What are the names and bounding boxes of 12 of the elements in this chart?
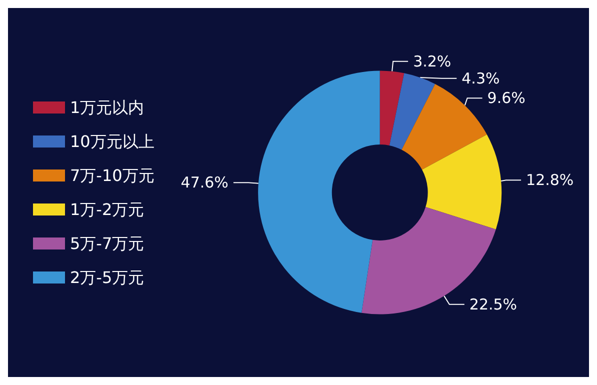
data-label: 4.3%: [462, 69, 500, 88]
legend-label: 1万-2万元: [70, 200, 144, 219]
legend-label: 5万-7万元: [70, 234, 144, 253]
legend-label: 10万元以上: [70, 132, 154, 151]
data-label: 12.8%: [526, 171, 574, 190]
data-label: 9.6%: [487, 89, 526, 108]
data-label: 47.6%: [180, 174, 228, 192]
legend-label: 7万-10万元: [70, 166, 154, 185]
legend-label: 1万元以内: [70, 98, 144, 117]
data-label: 3.2%: [413, 52, 452, 70]
legend-label: 2万-5万元: [70, 268, 144, 287]
data-label: 22.5%: [469, 295, 518, 314]
